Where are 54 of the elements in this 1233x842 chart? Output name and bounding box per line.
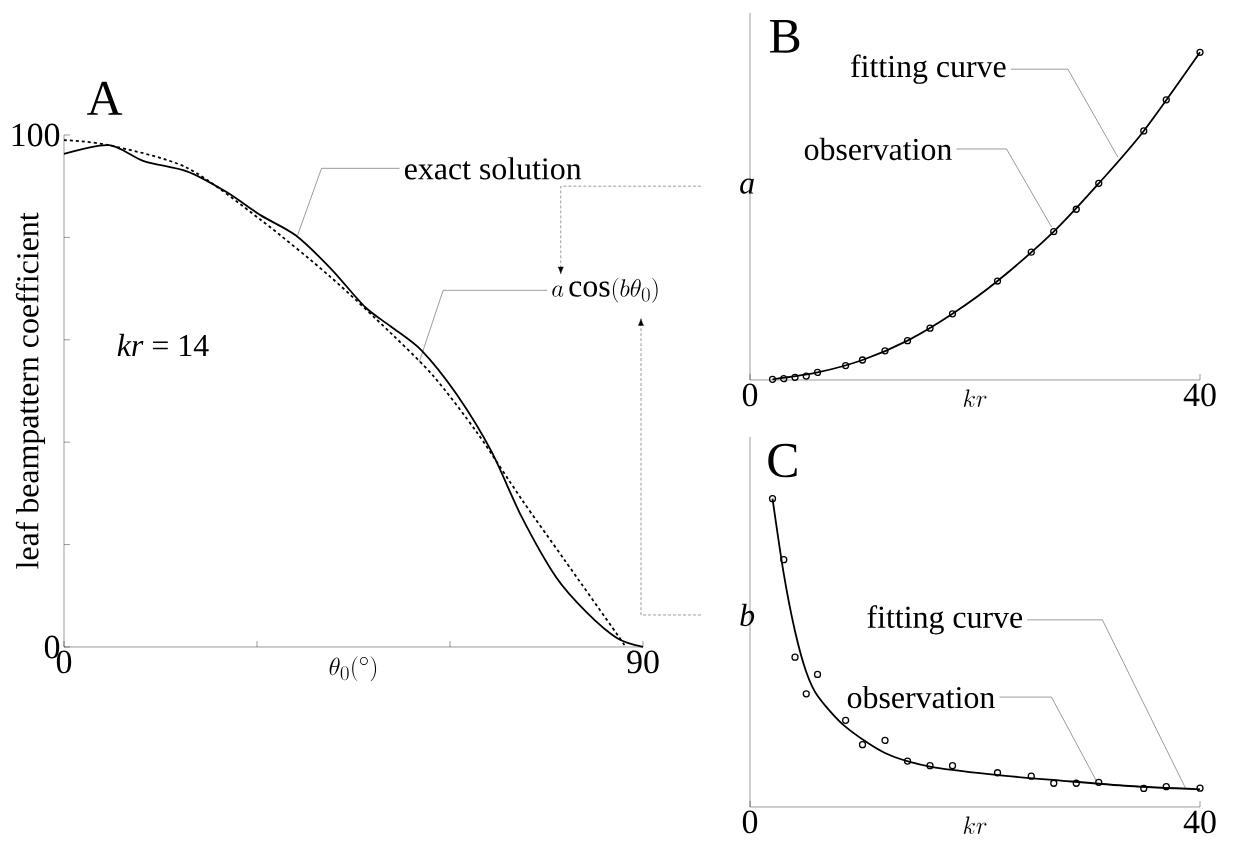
point — [948, 762, 957, 770]
point — [1095, 179, 1103, 188]
x-tick-label: 40 — [1183, 810, 1216, 834]
annotation: observation — [804, 137, 952, 161]
x-axis-title: $\theta_0(^\circ)$ — [329, 656, 377, 682]
point — [1162, 96, 1170, 104]
x-axis-title: $kr$ — [963, 816, 987, 834]
chart-title: A — [87, 81, 123, 115]
annotation: a — [740, 178, 754, 194]
x-axis-title: $kr$ — [963, 389, 987, 407]
annotation: b — [740, 603, 755, 627]
point — [1140, 127, 1148, 135]
point — [791, 373, 799, 381]
chart-title: C — [768, 443, 797, 478]
point — [1162, 783, 1170, 791]
point — [858, 356, 867, 364]
x-tick-label: 90 — [627, 650, 659, 674]
annotation: exact solution — [404, 157, 582, 180]
point — [903, 337, 912, 345]
y-axis-title: leaf beampattern coefficient — [15, 212, 46, 569]
point — [881, 347, 889, 355]
annotation: observation — [847, 685, 995, 709]
x-tick-label: 40 — [1183, 383, 1216, 407]
point — [1027, 248, 1035, 256]
point — [926, 324, 934, 332]
annotation: fitting curve — [867, 605, 1023, 635]
point — [842, 361, 850, 370]
point — [1027, 772, 1035, 780]
point — [802, 372, 810, 380]
annotation: kr = 14 — [117, 333, 209, 356]
point — [813, 670, 822, 679]
point — [813, 368, 822, 377]
point — [1072, 205, 1080, 213]
point — [948, 310, 957, 318]
point — [881, 736, 889, 745]
point — [780, 375, 788, 383]
point — [926, 762, 934, 770]
annotation: fitting curve — [850, 54, 1006, 84]
chart-title: B — [769, 19, 800, 53]
point — [1072, 779, 1080, 787]
point — [791, 653, 799, 661]
point — [1095, 778, 1103, 786]
point — [780, 556, 788, 564]
point — [993, 277, 1002, 285]
point — [993, 769, 1002, 777]
annotation: $a\cos(b\theta_0)$ — [552, 277, 658, 303]
point — [1050, 779, 1058, 787]
point — [842, 716, 850, 724]
y-tick-label: 100 — [12, 123, 60, 147]
point — [1050, 227, 1058, 236]
point — [802, 690, 810, 698]
point — [858, 741, 867, 749]
point — [1140, 784, 1148, 793]
point — [903, 757, 912, 765]
